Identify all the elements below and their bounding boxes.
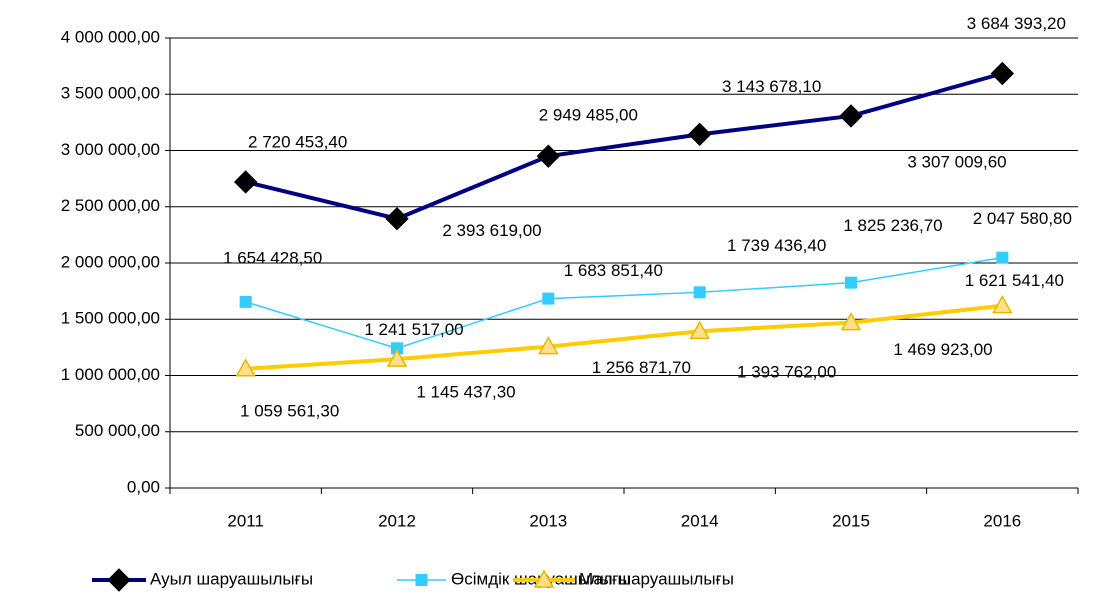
legend-label: Мал шаруашылығы bbox=[579, 569, 734, 588]
x-tick-label: 2016 bbox=[983, 511, 1021, 530]
legend-marker bbox=[533, 569, 555, 588]
data-label: 1 654 428,50 bbox=[223, 248, 322, 267]
x-tick-label: 2014 bbox=[681, 511, 719, 530]
series-line bbox=[245, 256, 1003, 350]
data-label: 1 683 851,40 bbox=[564, 261, 663, 280]
data-label: 1 059 561,30 bbox=[240, 401, 339, 420]
data-point bbox=[845, 276, 857, 289]
data-label: 1 469 923,00 bbox=[893, 340, 992, 359]
data-label: 3 307 009,60 bbox=[907, 152, 1006, 171]
legend-label: Ауыл шаруашылығы bbox=[150, 569, 313, 588]
data-label: 1 825 236,70 bbox=[843, 216, 942, 235]
data-point bbox=[386, 348, 408, 367]
data-point bbox=[542, 292, 555, 305]
series-line bbox=[245, 71, 1003, 221]
data-label: 2 393 619,00 bbox=[442, 221, 541, 240]
data-label: 2 047 580,80 bbox=[973, 209, 1072, 228]
data-label: 2 720 453,40 bbox=[248, 132, 347, 151]
data-label: 1 256 871,70 bbox=[592, 358, 691, 377]
y-tick-label: 1 500 000,00 bbox=[61, 309, 160, 328]
legend-marker bbox=[107, 568, 131, 592]
data-point bbox=[385, 207, 409, 231]
data-point bbox=[391, 342, 403, 355]
data-point bbox=[536, 144, 561, 168]
data-label: 1 621 541,40 bbox=[965, 271, 1064, 290]
y-tick-label: 3 000 000,00 bbox=[61, 140, 160, 159]
data-label: 2 949 485,00 bbox=[539, 106, 638, 125]
data-label: 3 143 678,10 bbox=[722, 77, 821, 96]
data-point bbox=[839, 104, 863, 128]
data-label: 3 684 393,20 bbox=[967, 14, 1066, 33]
legend-marker bbox=[415, 574, 428, 586]
data-point bbox=[990, 61, 1015, 86]
data-label: 1 241 517,00 bbox=[364, 320, 463, 339]
data-label: 1 393 762,00 bbox=[737, 363, 836, 382]
data-point bbox=[235, 358, 256, 377]
data-point bbox=[689, 320, 710, 339]
data-point bbox=[996, 251, 1009, 264]
x-tick-label: 2015 bbox=[832, 511, 870, 530]
y-tick-label: 0,00 bbox=[127, 477, 160, 496]
x-tick-label: 2013 bbox=[529, 511, 567, 530]
y-tick-label: 2 000 000,00 bbox=[61, 252, 160, 271]
data-point bbox=[992, 295, 1013, 314]
data-label: 1 145 437,30 bbox=[416, 383, 515, 402]
x-tick-label: 2011 bbox=[227, 511, 264, 530]
data-point bbox=[538, 336, 559, 355]
y-tick-label: 1 000 000,00 bbox=[61, 365, 160, 384]
data-label: 1 739 436,40 bbox=[727, 236, 826, 255]
y-tick-label: 4 000 000,00 bbox=[61, 27, 160, 46]
series-line bbox=[245, 303, 1003, 371]
data-point bbox=[693, 286, 706, 299]
y-tick-label: 3 500 000,00 bbox=[61, 84, 160, 103]
x-tick-label: 2012 bbox=[378, 511, 416, 530]
y-tick-label: 500 000,00 bbox=[75, 421, 160, 440]
data-point bbox=[239, 295, 252, 308]
y-tick-label: 2 500 000,00 bbox=[61, 196, 160, 215]
data-point bbox=[233, 170, 258, 194]
data-point bbox=[687, 122, 712, 147]
data-point bbox=[840, 312, 862, 331]
